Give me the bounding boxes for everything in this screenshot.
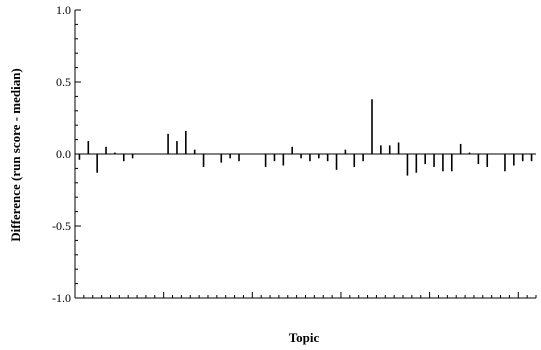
y-tick-label: 0.0 xyxy=(56,147,71,161)
x-axis-label: Topic xyxy=(289,330,320,345)
y-axis: 1.0 0.5 0.0 -0.5 -1.0 xyxy=(52,3,81,305)
x-axis xyxy=(74,292,537,299)
y-tick-label: 0.5 xyxy=(56,75,71,89)
y-tick-label: -1.0 xyxy=(52,291,71,305)
y-axis-label: Difference (run score - median) xyxy=(8,68,23,242)
bars xyxy=(78,99,533,176)
y-tick-label: 1.0 xyxy=(56,3,71,17)
y-tick-label: -0.5 xyxy=(52,219,71,233)
